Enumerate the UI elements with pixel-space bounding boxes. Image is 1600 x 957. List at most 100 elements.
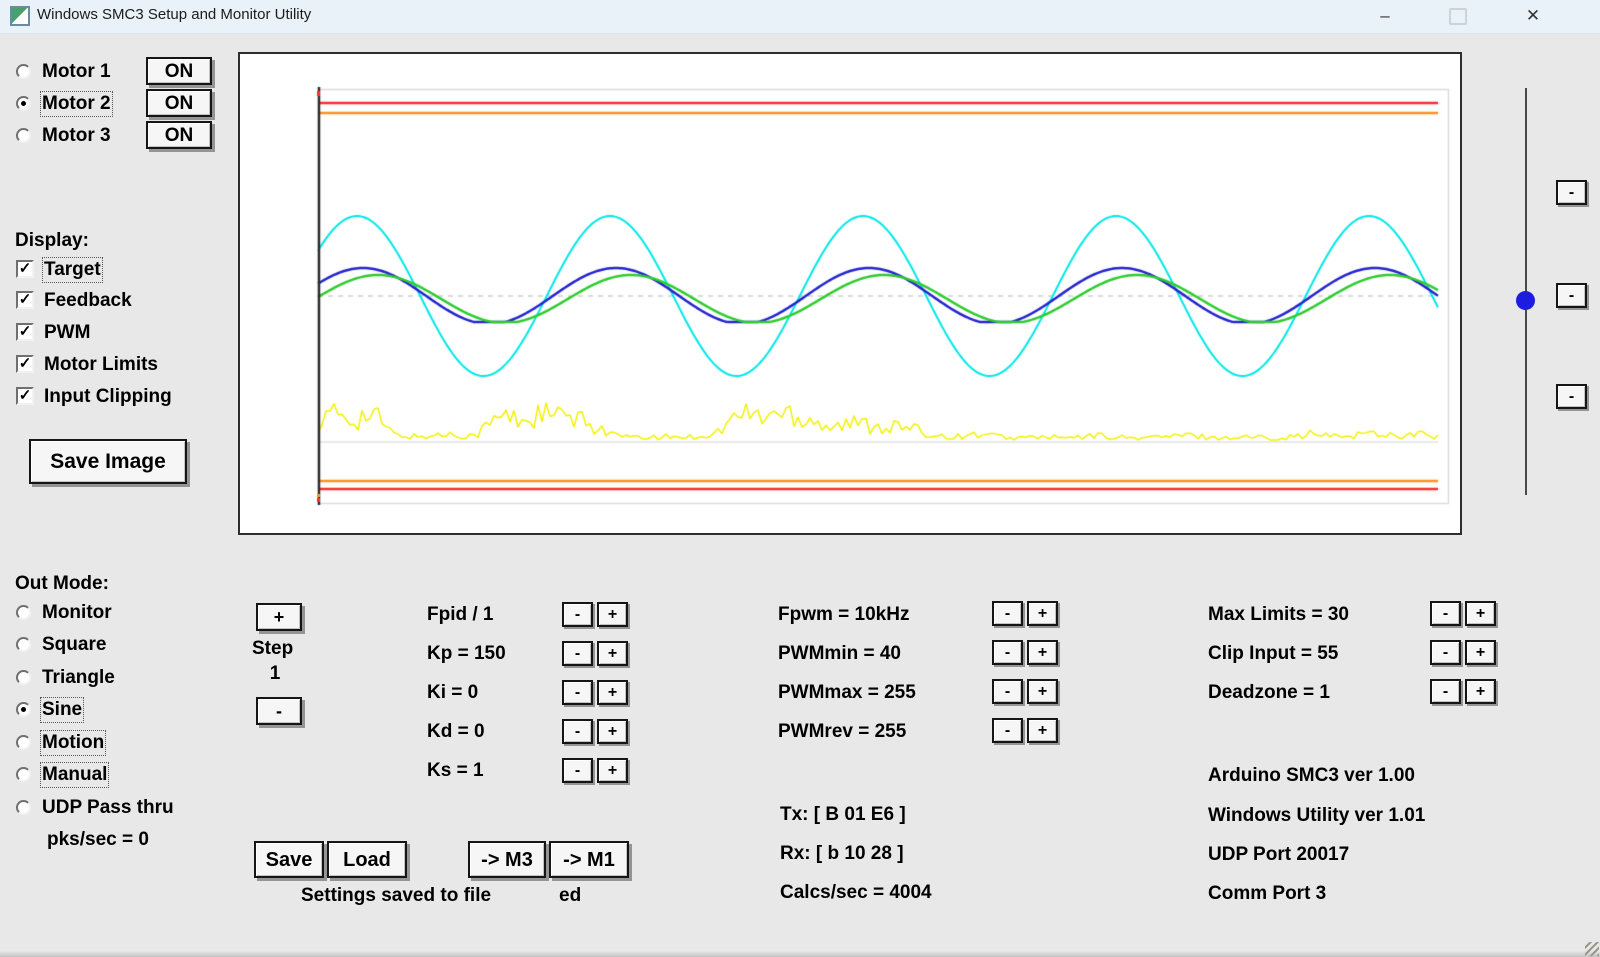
max-limits-minus-button[interactable]: -: [1430, 601, 1461, 626]
windows-utility-version-text: Windows Utility ver 1.01: [1208, 805, 1426, 826]
out-mode-udp-radio[interactable]: [16, 800, 31, 815]
out-mode-monitor-label[interactable]: Monitor: [42, 602, 112, 623]
rx-readout: Rx: [ b 10 28 ]: [780, 843, 904, 864]
pwmrev-plus-button[interactable]: +: [1027, 718, 1058, 743]
out-mode-triangle-radio[interactable]: [16, 670, 31, 685]
tx-readout: Tx: [ B 01 E6 ]: [780, 804, 906, 825]
udp-port-text: UDP Port 20017: [1208, 844, 1350, 865]
motor-limits-checkbox[interactable]: ✓: [16, 355, 34, 373]
clip-input-value: Clip Input = 55: [1208, 643, 1339, 664]
copy-to-m1-button[interactable]: -> M1: [549, 841, 629, 878]
max-limits-plus-button[interactable]: +: [1465, 601, 1496, 626]
scope-canvas: [240, 54, 1460, 533]
out-mode-sine-label[interactable]: Sine: [39, 697, 85, 723]
vertical-scale-slider-handle[interactable]: [1516, 291, 1535, 310]
comm-port-text: Comm Port 3: [1208, 883, 1327, 904]
pwmrev-value: PWMrev = 255: [778, 721, 907, 742]
kp-minus-button[interactable]: -: [562, 641, 593, 666]
pwmmin-minus-button[interactable]: -: [992, 640, 1023, 665]
pwm-checkbox[interactable]: ✓: [16, 323, 34, 341]
fpid-plus-button[interactable]: +: [597, 602, 628, 627]
pwmmin-value: PWMmin = 40: [778, 643, 901, 664]
pwmmax-minus-button[interactable]: -: [992, 679, 1023, 704]
out-mode-monitor-radio[interactable]: [16, 605, 31, 620]
ks-minus-button[interactable]: -: [562, 758, 593, 783]
motor-3-label[interactable]: Motor 3: [42, 125, 111, 146]
motor-limits-checkbox-label[interactable]: Motor Limits: [44, 354, 158, 375]
resize-grip-icon[interactable]: [1585, 942, 1599, 956]
feedback-checkbox[interactable]: ✓: [16, 291, 34, 309]
kp-plus-button[interactable]: +: [597, 641, 628, 666]
out-mode-motion-label[interactable]: Motion: [39, 730, 107, 756]
scale-minus-bottom-button[interactable]: -: [1556, 384, 1587, 409]
deadzone-minus-button[interactable]: -: [1430, 679, 1461, 704]
scope-plot-area: [238, 52, 1462, 535]
max-limits-value: Max Limits = 30: [1208, 604, 1349, 625]
pwmmax-value: PWMmax = 255: [778, 682, 916, 703]
clip-input-minus-button[interactable]: -: [1430, 640, 1461, 665]
pwmmin-plus-button[interactable]: +: [1027, 640, 1058, 665]
scale-minus-top-button[interactable]: -: [1556, 180, 1587, 205]
out-mode-sine-radio[interactable]: [16, 702, 31, 717]
settings-status-remnant: ed: [559, 885, 582, 906]
out-mode-manual-label[interactable]: Manual: [39, 762, 110, 788]
load-settings-button[interactable]: Load: [327, 841, 407, 878]
out-mode-manual-radio[interactable]: [16, 767, 31, 782]
kd-value: Kd = 0: [427, 721, 485, 742]
feedback-checkbox-label[interactable]: Feedback: [44, 290, 132, 311]
target-checkbox[interactable]: ✓: [16, 260, 34, 278]
settings-status-text: Settings saved to file: [301, 885, 492, 906]
pwmmax-plus-button[interactable]: +: [1027, 679, 1058, 704]
motor-3-on-button[interactable]: ON: [146, 121, 212, 149]
motor-3-radio[interactable]: [16, 128, 31, 143]
pwm-checkbox-label[interactable]: PWM: [44, 322, 91, 343]
scale-minus-middle-button[interactable]: -: [1556, 283, 1587, 308]
arduino-version-text: Arduino SMC3 ver 1.00: [1208, 765, 1415, 786]
close-icon[interactable]: ✕: [1525, 6, 1541, 25]
save-image-button[interactable]: Save Image: [29, 439, 187, 484]
copy-to-m3-button[interactable]: -> M3: [468, 841, 546, 878]
fpid-minus-button[interactable]: -: [562, 602, 593, 627]
maximize-icon[interactable]: [1435, 0, 1481, 32]
motor-2-on-button[interactable]: ON: [146, 89, 212, 117]
ki-minus-button[interactable]: -: [562, 680, 593, 705]
motor-1-label[interactable]: Motor 1: [42, 61, 111, 82]
window-bottom-edge: [0, 951, 1600, 957]
kd-plus-button[interactable]: +: [597, 719, 628, 744]
motor-1-on-button[interactable]: ON: [146, 57, 212, 85]
step-minus-button[interactable]: -: [256, 697, 302, 725]
pwmrev-minus-button[interactable]: -: [992, 718, 1023, 743]
pks-per-sec-value: pks/sec = 0: [47, 829, 149, 850]
ki-plus-button[interactable]: +: [597, 680, 628, 705]
ks-plus-button[interactable]: +: [597, 758, 628, 783]
out-mode-square-label[interactable]: Square: [42, 634, 107, 655]
motor-1-radio[interactable]: [16, 64, 31, 79]
minimize-icon[interactable]: –: [1380, 6, 1390, 25]
target-checkbox-label[interactable]: Target: [42, 257, 103, 283]
input-clipping-checkbox-label[interactable]: Input Clipping: [44, 386, 172, 407]
deadzone-plus-button[interactable]: +: [1465, 679, 1496, 704]
motor-2-label[interactable]: Motor 2: [40, 91, 113, 117]
title-bar: Windows SMC3 Setup and Monitor Utility –…: [0, 0, 1600, 34]
fpwm-minus-button[interactable]: -: [992, 601, 1023, 626]
out-mode-motion-radio[interactable]: [16, 735, 31, 750]
save-settings-button[interactable]: Save: [254, 841, 324, 878]
out-mode-section-label: Out Mode:: [15, 573, 109, 594]
fpid-value: Fpid / 1: [427, 604, 494, 625]
calcs-per-sec-readout: Calcs/sec = 4004: [780, 882, 932, 903]
window-title: Windows SMC3 Setup and Monitor Utility: [37, 6, 312, 23]
step-label: Step: [252, 638, 294, 659]
app-icon: [10, 6, 30, 26]
motor-2-radio[interactable]: [16, 96, 31, 111]
fpwm-plus-button[interactable]: +: [1027, 601, 1058, 626]
out-mode-udp-label[interactable]: UDP Pass thru: [42, 797, 174, 818]
step-plus-button[interactable]: +: [256, 603, 302, 631]
ks-value: Ks = 1: [427, 760, 484, 781]
deadzone-value: Deadzone = 1: [1208, 682, 1330, 703]
out-mode-square-radio[interactable]: [16, 637, 31, 652]
clip-input-plus-button[interactable]: +: [1465, 640, 1496, 665]
out-mode-triangle-label[interactable]: Triangle: [42, 667, 115, 688]
kd-minus-button[interactable]: -: [562, 719, 593, 744]
input-clipping-checkbox[interactable]: ✓: [16, 387, 34, 405]
